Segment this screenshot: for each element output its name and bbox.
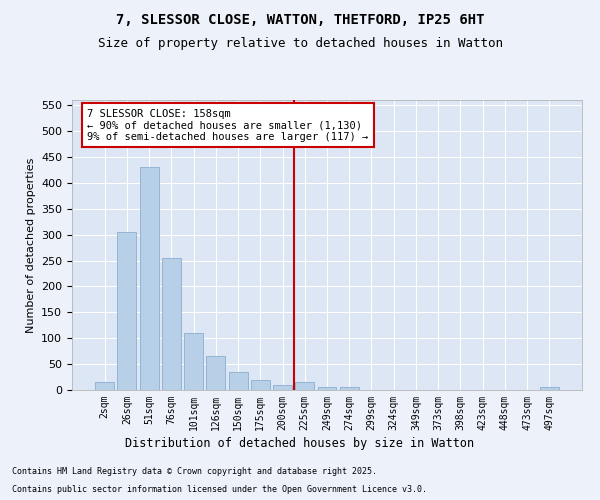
Bar xyxy=(295,382,314,390)
Bar xyxy=(229,372,248,390)
Bar xyxy=(184,333,203,390)
Text: Distribution of detached houses by size in Watton: Distribution of detached houses by size … xyxy=(125,438,475,450)
Bar xyxy=(251,380,270,390)
Text: 7 SLESSOR CLOSE: 158sqm
← 90% of detached houses are smaller (1,130)
9% of semi-: 7 SLESSOR CLOSE: 158sqm ← 90% of detache… xyxy=(88,108,368,142)
Bar xyxy=(340,388,359,390)
Text: Size of property relative to detached houses in Watton: Size of property relative to detached ho… xyxy=(97,38,503,51)
Bar xyxy=(140,168,158,390)
Bar xyxy=(95,382,114,390)
Bar xyxy=(162,258,181,390)
Bar xyxy=(540,388,559,390)
Y-axis label: Number of detached properties: Number of detached properties xyxy=(26,158,35,332)
Text: Contains public sector information licensed under the Open Government Licence v3: Contains public sector information licen… xyxy=(12,485,427,494)
Text: 7, SLESSOR CLOSE, WATTON, THETFORD, IP25 6HT: 7, SLESSOR CLOSE, WATTON, THETFORD, IP25… xyxy=(116,12,484,26)
Bar xyxy=(206,356,225,390)
Bar xyxy=(317,388,337,390)
Bar xyxy=(273,385,292,390)
Text: Contains HM Land Registry data © Crown copyright and database right 2025.: Contains HM Land Registry data © Crown c… xyxy=(12,467,377,476)
Bar xyxy=(118,232,136,390)
